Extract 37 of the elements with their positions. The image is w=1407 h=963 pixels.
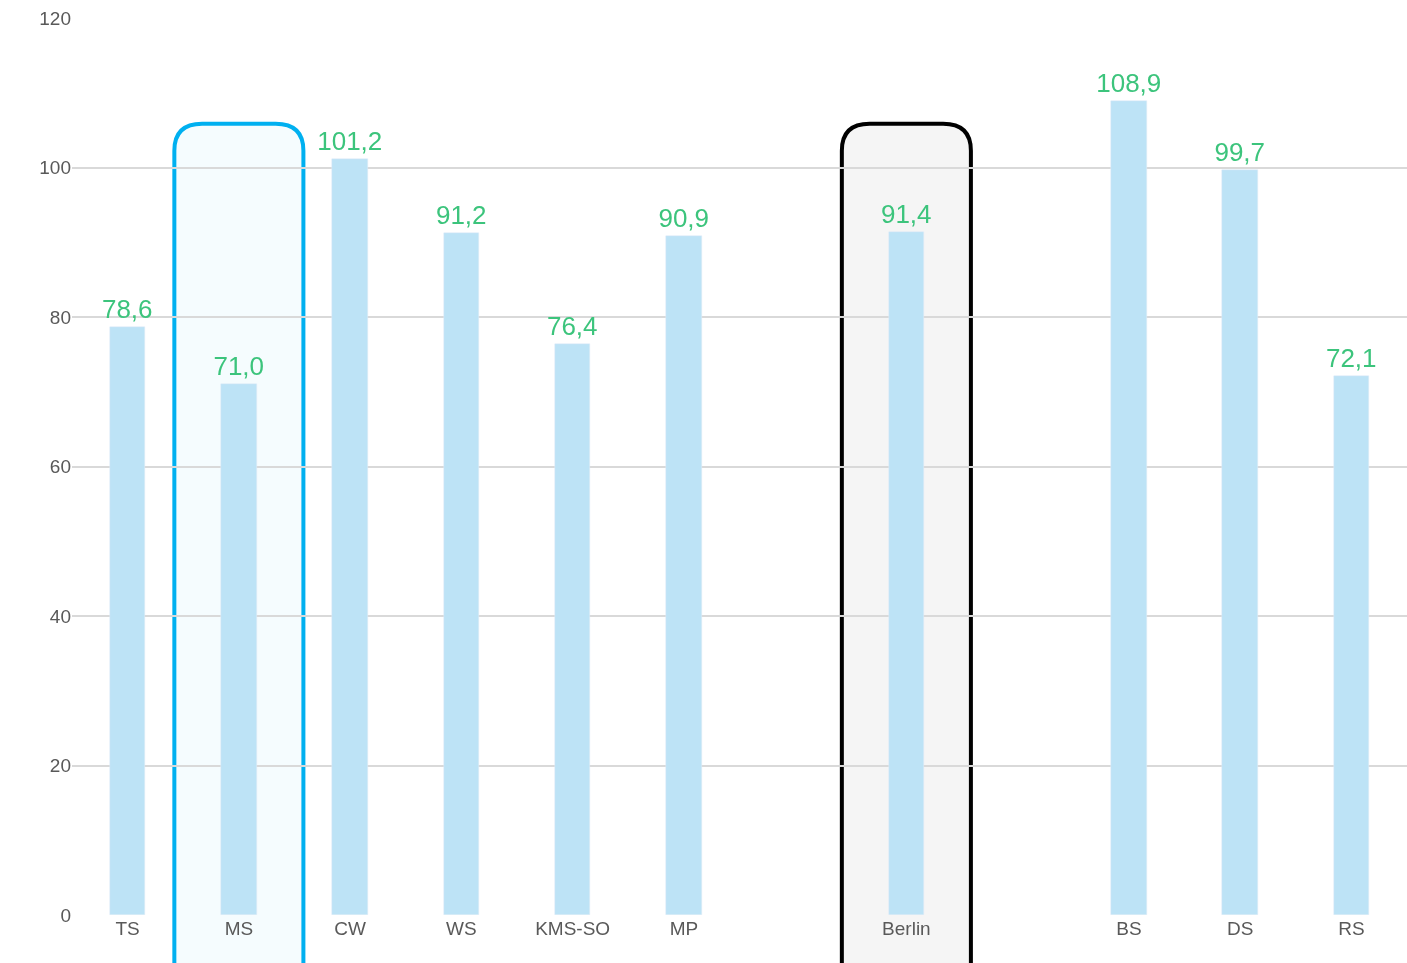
x-tick-label: MP: [669, 918, 699, 939]
data-label: 72,1: [1325, 342, 1377, 373]
y-tick-label: 100: [39, 157, 71, 179]
y-tick-label: 80: [49, 306, 71, 328]
bar: [331, 158, 368, 915]
data-label: 108,9: [1096, 67, 1162, 98]
bar: [1110, 100, 1147, 915]
x-tick-label: MS: [224, 918, 254, 939]
y-tick-label: 120: [39, 7, 71, 29]
x-tick-label: RS: [1338, 918, 1365, 939]
x-tick-label: TS: [115, 918, 140, 939]
data-label: 78,6: [101, 293, 153, 324]
data-label: 91,4: [880, 198, 932, 229]
data-label: 71,0: [213, 350, 265, 381]
data-label: 76,4: [546, 310, 598, 341]
bar: [443, 232, 479, 915]
bar: [220, 383, 257, 915]
y-tick-label: 20: [49, 755, 71, 777]
y-tick-label: 60: [49, 456, 71, 478]
data-label: 99,7: [1214, 136, 1266, 167]
x-tick-label: BS: [1116, 918, 1142, 939]
data-label: 101,2: [317, 125, 383, 156]
y-tick-label: 0: [60, 904, 71, 926]
data-label: 91,2: [435, 199, 487, 230]
x-tick-label: DS: [1226, 918, 1254, 939]
bar: [888, 231, 924, 915]
bar: [1333, 375, 1369, 915]
x-tick-label: KMS-SO: [535, 918, 611, 939]
x-tick-label: Berlin: [882, 918, 931, 939]
x-tick-label: CW: [334, 918, 367, 939]
bar: [1221, 169, 1258, 915]
bar: [554, 343, 590, 915]
bar: [665, 235, 702, 915]
x-tick-label: WS: [446, 918, 477, 939]
data-label: 90,9: [658, 202, 710, 233]
y-tick-label: 40: [49, 605, 71, 627]
bar: [109, 326, 145, 915]
